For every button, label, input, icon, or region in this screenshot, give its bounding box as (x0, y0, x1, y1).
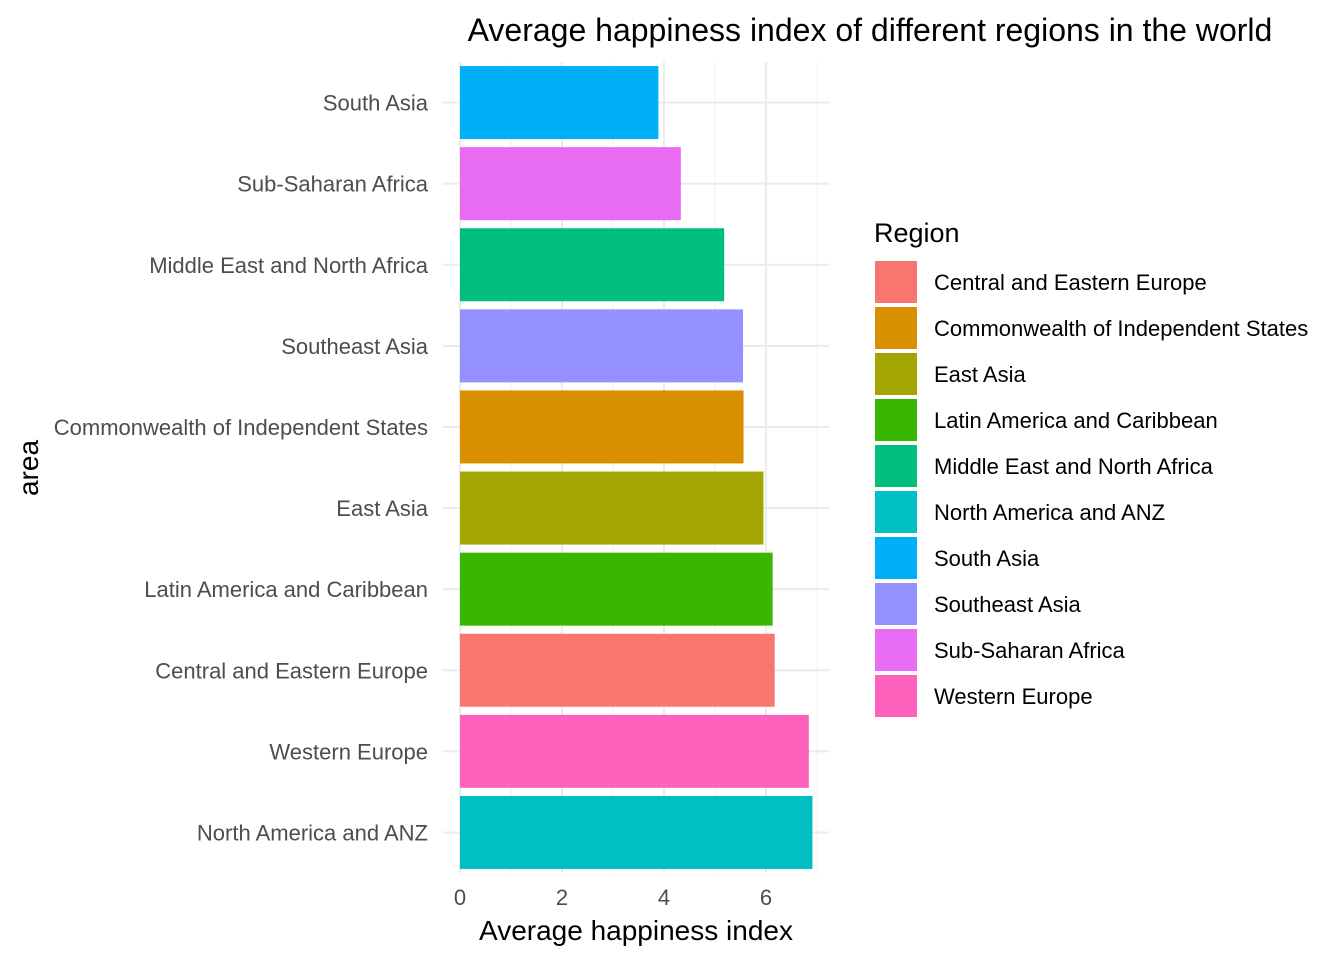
y-tick-label: Western Europe (269, 739, 428, 764)
chart-title: Average happiness index of different reg… (468, 12, 1273, 48)
y-tick-label: North America and ANZ (197, 820, 428, 845)
bar (460, 309, 744, 383)
legend-key (875, 353, 917, 395)
legend-label: Latin America and Caribbean (934, 408, 1218, 433)
legend-key (875, 583, 917, 625)
x-axis-title: Average happiness index (479, 915, 793, 946)
y-tick-label: Sub-Saharan Africa (237, 172, 429, 197)
legend-key (875, 629, 917, 671)
y-tick-label: South Asia (323, 91, 429, 116)
bar (460, 390, 744, 464)
legend-key (875, 675, 917, 717)
bar (460, 552, 773, 626)
y-axis-title: area (13, 440, 44, 496)
legend-label: Commonwealth of Independent States (934, 316, 1308, 341)
bar (460, 795, 813, 869)
bar (460, 714, 809, 788)
legend-key (875, 399, 917, 441)
y-tick-label: East Asia (336, 496, 428, 521)
legend-title: Region (874, 218, 960, 248)
y-tick-label: Middle East and North Africa (149, 253, 429, 278)
x-tick-label: 4 (658, 885, 670, 910)
legend: Region Central and Eastern Europe Commonw… (874, 218, 1308, 717)
legend-label: Sub-Saharan Africa (934, 638, 1126, 663)
bar (460, 471, 764, 545)
legend-label: South Asia (934, 546, 1040, 571)
legend-key (875, 445, 917, 487)
x-tick-label: 2 (556, 885, 568, 910)
bar (460, 633, 775, 707)
legend-key (875, 491, 917, 533)
legend-label: Middle East and North Africa (934, 454, 1214, 479)
bars (460, 66, 813, 869)
legend-key (875, 537, 917, 579)
bar (460, 228, 725, 302)
legend-label: Western Europe (934, 684, 1093, 709)
legend-label: Central and Eastern Europe (934, 270, 1207, 295)
x-tick-label: 0 (454, 885, 466, 910)
y-tick-labels: North America and ANZ Western Europe Centr… (54, 91, 429, 846)
y-tick-label: Southeast Asia (281, 334, 429, 359)
y-tick-label: Central and Eastern Europe (155, 658, 428, 683)
legend-label: Southeast Asia (934, 592, 1082, 617)
legend-key (875, 307, 917, 349)
bar (460, 147, 681, 221)
legend-label: North America and ANZ (934, 500, 1165, 525)
x-tick-label: 6 (760, 885, 772, 910)
bar (460, 66, 659, 140)
legend-key (875, 261, 917, 303)
x-tick-labels: 0 2 4 6 (454, 885, 772, 910)
y-tick-label: Latin America and Caribbean (144, 577, 428, 602)
y-tick-label: Commonwealth of Independent States (54, 415, 428, 440)
legend-label: East Asia (934, 362, 1026, 387)
